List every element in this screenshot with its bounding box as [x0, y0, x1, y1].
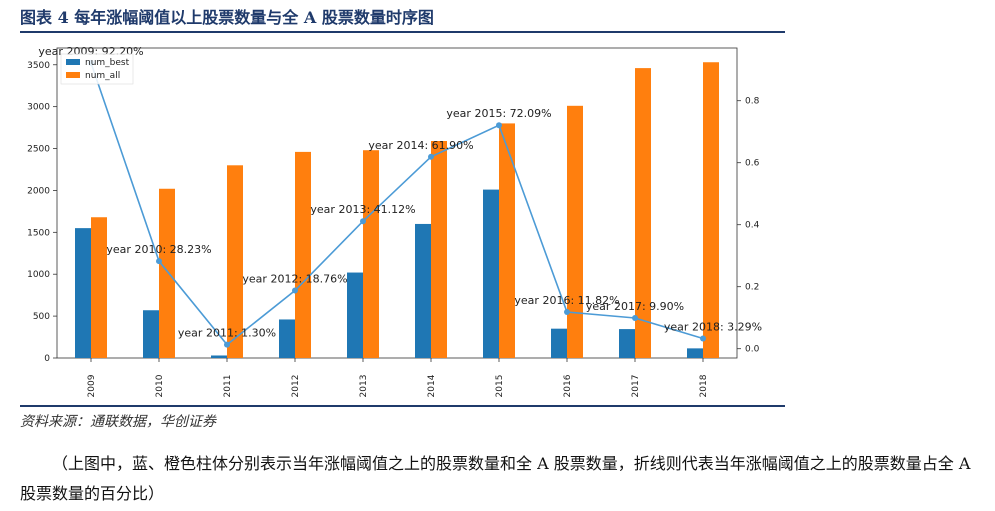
bar-num-best — [687, 348, 703, 358]
ratio-annotation: year 2016: 11.82% — [514, 294, 619, 307]
bar-num-best — [211, 355, 227, 358]
bar-line-chart: 0 500 1000 1500 2000 2500 3000 3500 0.0 0.2 0.4 0.6… — [27, 45, 762, 398]
bar-num-all — [363, 150, 379, 358]
ratio-annotation: year 2015: 72.09% — [446, 107, 551, 120]
bar-num-all — [703, 62, 719, 359]
bar-num-all — [431, 141, 447, 358]
figure-title: 图表 4 每年涨幅阈值以上股票数量与全 A 股票数量时序图 — [20, 8, 434, 27]
y-left-tick-label: 3000 — [27, 103, 50, 113]
y-left-tick-label: 2500 — [27, 145, 50, 155]
bar-num-all — [227, 165, 243, 358]
bar-num-best — [75, 228, 91, 358]
y-left-tick-label: 0 — [44, 354, 50, 364]
ratio-point — [632, 315, 638, 322]
legend-label-num-best: num_best — [85, 58, 130, 68]
ratio-annotation: year 2017: 9.90% — [586, 300, 684, 313]
legend-swatch-num-all — [66, 72, 80, 78]
ratio-point — [224, 341, 230, 348]
legend-label-num-all: num_all — [85, 71, 120, 81]
x-tick-label: 2013 — [359, 375, 369, 398]
ratio-point — [496, 122, 502, 129]
source-rule — [20, 405, 785, 407]
ratio-annotation: year 2018: 3.29% — [664, 321, 762, 334]
y-left-tick-label: 500 — [33, 312, 50, 322]
ratio-point — [292, 287, 298, 294]
y-right-tick-label: 0.0 — [745, 345, 760, 355]
ratio-point — [428, 153, 434, 160]
bar-num-best — [279, 319, 295, 358]
x-tick-label: 2014 — [427, 374, 437, 397]
y-right-tick-label: 0.8 — [745, 97, 760, 107]
bar-num-best — [551, 328, 567, 358]
x-tick-label: 2015 — [495, 375, 505, 398]
x-tick-label: 2010 — [155, 374, 165, 397]
y-left-tick-label: 2000 — [27, 186, 50, 196]
title-rule — [20, 31, 785, 33]
ratio-annotation: year 2014: 61.90% — [368, 139, 473, 152]
y-right-tick-label: 0.4 — [745, 221, 760, 231]
ratio-point — [156, 258, 162, 265]
bar-num-all — [91, 217, 107, 358]
bar-num-best — [619, 329, 635, 358]
ratio-annotation: year 2013: 41.12% — [310, 203, 415, 216]
x-tick-label: 2016 — [563, 374, 573, 397]
ratio-point — [564, 309, 570, 316]
bar-num-best — [415, 223, 431, 358]
bar-num-all — [635, 68, 651, 359]
y-right-tick-label: 0.6 — [745, 159, 760, 169]
legend-swatch-num-best — [66, 59, 80, 65]
x-tick-label: 2012 — [291, 375, 301, 398]
ratio-annotation: year 2010: 28.23% — [106, 243, 211, 256]
bar-num-all — [567, 105, 583, 358]
ratio-annotation: year 2012: 18.76% — [242, 273, 347, 286]
chart-caption: （上图中，蓝、橙色柱体分别表示当年涨幅阈值之上的股票数量和全 A 股票数量，折线… — [20, 454, 971, 503]
ratio-point — [360, 218, 366, 225]
bar-num-best — [483, 189, 499, 358]
ratio-line — [90, 62, 704, 346]
x-tick-label: 2017 — [631, 375, 641, 398]
x-tick-label: 2009 — [87, 374, 97, 397]
source-note: 资料来源：通联数据，华创证券 — [20, 414, 216, 430]
y-left-tick-label: 1000 — [27, 270, 50, 280]
y-left-tick-label: 1500 — [27, 228, 50, 238]
x-tick-label: 2018 — [699, 374, 709, 397]
bar-num-best — [143, 310, 159, 358]
y-left-tick-label: 3500 — [27, 61, 50, 71]
x-tick-label: 2011 — [223, 375, 233, 398]
bar-num-all — [499, 123, 515, 359]
bar-num-best — [347, 272, 363, 358]
ratio-point — [700, 335, 706, 342]
plot-frame — [56, 47, 738, 359]
ratio-annotation: year 2011: 1.30% — [178, 327, 276, 340]
bar-num-all — [159, 188, 175, 358]
bar-num-all — [295, 151, 311, 358]
y-right-tick-label: 0.2 — [745, 283, 759, 293]
